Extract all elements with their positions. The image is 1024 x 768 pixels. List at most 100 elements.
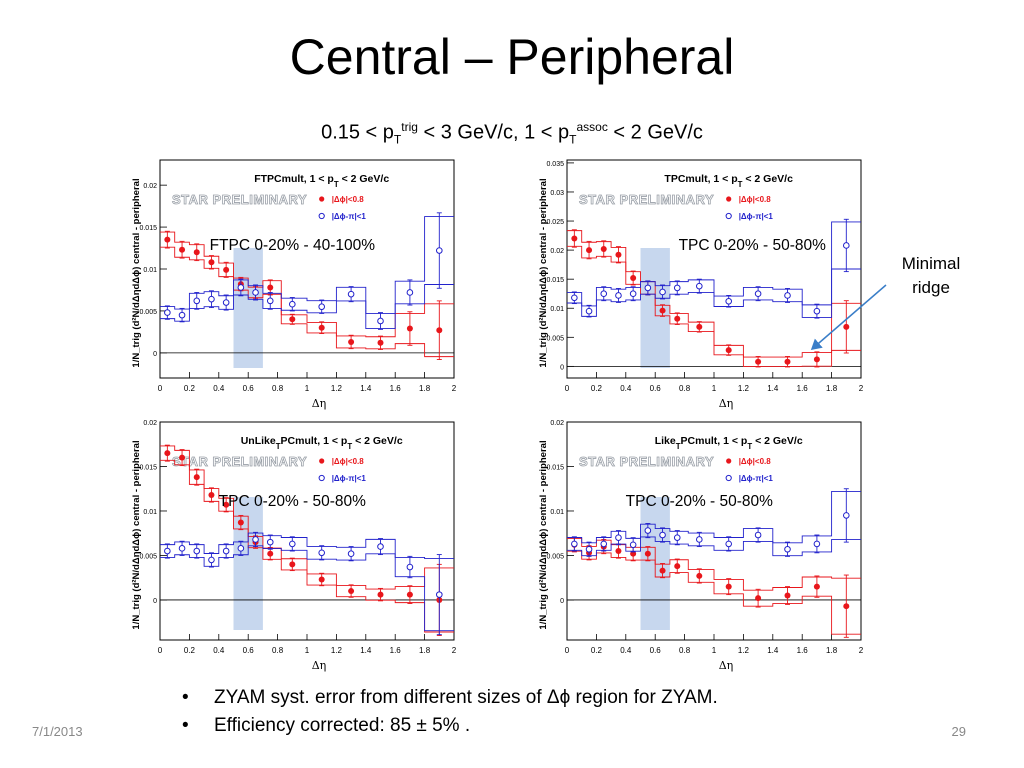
data-point-blue [164, 309, 171, 316]
data-point-red [289, 561, 296, 568]
data-point-red [208, 491, 215, 498]
x-tick-label: 0.2 [184, 646, 196, 655]
data-point-red [406, 325, 413, 332]
y-tick-label: 0.02 [143, 183, 157, 190]
star-preliminary-watermark: STAR PRELIMINARY [172, 192, 307, 207]
legend-label-red: |Δϕ|<0.8 [739, 195, 772, 204]
legend-label-red: |Δϕ|<0.8 [332, 457, 365, 466]
x-tick-label: 0.4 [213, 384, 225, 393]
data-point-blue [696, 536, 703, 543]
data-point-blue [644, 284, 652, 292]
data-point-red [571, 235, 578, 242]
data-point-red [696, 323, 703, 330]
subtitle-sub-1: T [393, 132, 402, 147]
kinematic-cuts: 0.15 < pTtrig < 3 GeV/c, 1 < pTassoc < 2… [0, 120, 1024, 147]
chart-title: UnLikeTPCmult, 1 < pT < 2 GeV/c [241, 435, 403, 451]
x-tick-label: 1.2 [738, 646, 750, 655]
systematic-band-dn [567, 245, 861, 367]
data-point-red [377, 339, 384, 346]
data-point-blue [784, 545, 791, 553]
y-tick-label: 0.015 [546, 277, 564, 284]
data-point-blue [725, 540, 732, 548]
x-tick-label: 0.6 [650, 646, 662, 655]
x-tick-label: 0.4 [620, 646, 632, 655]
data-point-blue [208, 295, 215, 303]
data-point-red [755, 358, 762, 365]
data-point-blue [377, 317, 384, 325]
data-point-red [630, 275, 637, 282]
data-point-blue [673, 534, 681, 541]
chart-tpc: 0 0.2 0.4 0.6 0.8 1 1.2 1.4 1.6 1.8 2 0 0.005 0.01 0.0… [538, 159, 864, 410]
subtitle-sup-1: trig [401, 120, 418, 134]
data-point-red [223, 501, 230, 508]
data-point-red [348, 338, 355, 345]
data-point-blue [193, 297, 201, 305]
x-tick-label: 0.6 [243, 384, 255, 393]
data-point-blue [222, 547, 230, 555]
data-point-red [784, 358, 791, 365]
data-point-blue [659, 288, 666, 296]
x-tick-label: 0.8 [272, 646, 284, 655]
x-tick-label: 1.4 [360, 384, 372, 393]
data-point-red [318, 324, 325, 331]
data-point-blue [289, 540, 296, 548]
x-tick-label: 0.2 [591, 384, 603, 393]
x-tick-label: 1.2 [331, 384, 343, 393]
data-point-red [843, 603, 850, 610]
x-axis-label: Δη [719, 659, 734, 672]
data-point-blue [164, 547, 171, 555]
data-point-blue [813, 540, 821, 548]
chart-like-tpc: 0 0.2 0.4 0.6 0.8 1 1.2 1.4 1.6 1.8 2 0 0.005 0.01 0.0… [538, 420, 864, 672]
star-preliminary-watermark: STAR PRELIMINARY [579, 454, 714, 469]
x-tick-label: 1.8 [826, 646, 838, 655]
subtitle-sup-2: assoc [576, 120, 608, 134]
x-tick-label: 0.2 [184, 384, 196, 393]
y-tick-label: 0.005 [546, 553, 564, 560]
data-point-red [318, 576, 325, 583]
data-point-red [289, 316, 296, 323]
ridge-band [233, 248, 263, 368]
y-tick-label: 0.015 [139, 225, 157, 232]
x-tick-label: 0.4 [620, 384, 632, 393]
x-tick-label: 1.4 [360, 646, 372, 655]
data-point-blue [843, 242, 850, 249]
bullet-efficiency: Efficiency corrected: 85 ± 5% . [180, 712, 718, 740]
data-point-blue [600, 540, 608, 548]
data-point-blue [377, 543, 384, 550]
data-point-blue [347, 550, 355, 557]
data-point-red [223, 266, 230, 273]
x-tick-label: 0.8 [679, 646, 691, 655]
data-point-blue [318, 303, 325, 311]
star-preliminary-watermark: STAR PRELIMINARY [579, 192, 714, 207]
subtitle-sub-2: T [569, 132, 577, 147]
data-point-red [813, 356, 820, 363]
data-point-blue [406, 289, 414, 296]
legend-label-blue: |Δϕ-π|<1 [332, 212, 367, 221]
data-point-red [208, 259, 215, 266]
data-point-blue [696, 282, 703, 290]
x-tick-label: 0.4 [213, 646, 225, 655]
subtitle-text-1: 0.15 < p [321, 121, 394, 144]
x-tick-label: 1.4 [767, 384, 779, 393]
callout-arrow [810, 284, 887, 350]
legend-marker-blue [725, 474, 732, 482]
subtitle-text-2: < 3 GeV/c, 1 < p [417, 121, 570, 144]
y-tick-label: 0 [560, 364, 564, 371]
star-preliminary-watermark: STAR PRELIMINARY [172, 454, 307, 469]
data-point-blue [347, 290, 355, 298]
x-tick-label: 1.6 [797, 384, 809, 393]
legend-marker-blue [725, 212, 732, 220]
x-tick-label: 0.6 [243, 646, 255, 655]
data-point-blue [289, 300, 296, 308]
callout-line-2: ridge [912, 278, 950, 297]
legend-label-red: |Δϕ|<0.8 [332, 195, 365, 204]
chart-title: FTPCmult, 1 < pT < 2 GeV/c [254, 173, 389, 189]
data-point-blue [615, 292, 622, 299]
data-point-red [179, 246, 186, 253]
x-tick-label: 1 [712, 384, 717, 393]
data-point-red [193, 474, 200, 481]
data-point-red [615, 548, 622, 555]
legend-label-blue: |Δϕ-π|<1 [332, 474, 367, 483]
x-axis-label: Δη [719, 397, 734, 410]
data-point-blue [222, 299, 230, 306]
